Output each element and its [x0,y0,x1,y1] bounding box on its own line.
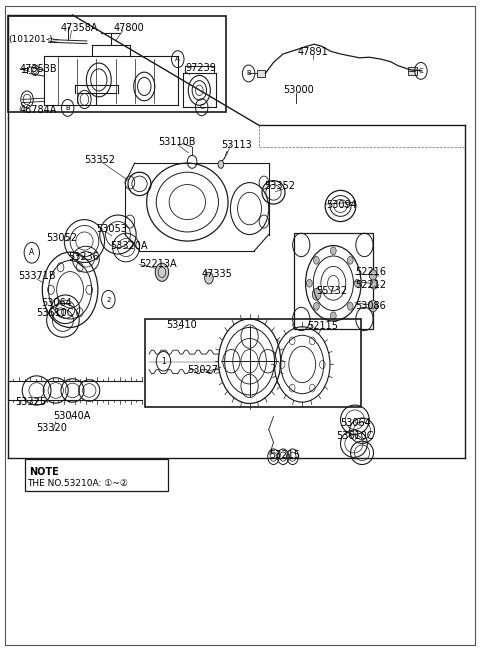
Text: THE NO.53210A: ①~②: THE NO.53210A: ①~② [27,479,128,488]
Text: 53371B: 53371B [18,271,56,281]
Text: 53027: 53027 [187,365,218,375]
Text: 52213A: 52213A [140,260,177,270]
Text: B: B [246,70,251,76]
Text: C: C [199,104,204,110]
Text: 53000: 53000 [283,85,314,95]
Text: 47891: 47891 [298,47,328,57]
Text: 53113: 53113 [221,140,252,150]
Circle shape [330,312,336,320]
Text: 53215: 53215 [269,450,300,460]
Circle shape [370,279,378,289]
Bar [8,16,226,113]
Text: 53610C: 53610C [336,431,373,441]
Circle shape [218,161,224,169]
Circle shape [369,270,377,280]
Text: 52212: 52212 [355,280,386,290]
Text: 97239: 97239 [185,63,216,74]
Text: 53610C: 53610C [36,308,74,318]
Text: 53064: 53064 [41,298,72,309]
Circle shape [348,256,353,264]
Circle shape [312,288,321,300]
Text: 53325: 53325 [15,397,46,407]
Text: 53064: 53064 [340,418,371,428]
Text: A: A [175,56,180,62]
Text: 53052: 53052 [46,234,77,243]
Text: 47800: 47800 [113,23,144,33]
Text: 46784A: 46784A [20,105,57,115]
Text: 47335: 47335 [202,268,233,279]
Bar [257,70,265,77]
Text: 53320A: 53320A [110,242,147,251]
Text: (101201-): (101201-) [8,35,52,44]
Circle shape [330,247,336,255]
Circle shape [348,302,353,310]
Text: 47353B: 47353B [20,64,58,74]
Circle shape [313,256,319,264]
Text: 53352: 53352 [84,155,116,165]
Text: 53320: 53320 [36,423,68,433]
Text: 47358A: 47358A [60,23,98,33]
Text: 53086: 53086 [355,301,385,311]
Text: C: C [419,68,423,74]
Circle shape [354,279,360,287]
Circle shape [313,302,319,310]
Bar [145,319,360,407]
Text: A: A [29,248,35,257]
Text: 53410: 53410 [166,320,197,331]
Text: 53040A: 53040A [53,411,91,421]
Text: 55732: 55732 [317,286,348,296]
Text: 1: 1 [161,357,166,366]
Bar [408,67,417,75]
Text: 53094: 53094 [326,200,357,210]
Circle shape [307,279,312,287]
Text: NOTE: NOTE [29,467,59,477]
Circle shape [369,300,377,312]
Bar [294,233,372,329]
Text: 53236: 53236 [68,252,98,262]
Text: 53352: 53352 [264,182,295,191]
Text: 52216: 52216 [355,266,386,277]
Text: 53053: 53053 [96,225,127,234]
Text: 52115: 52115 [307,321,338,331]
Circle shape [204,272,213,284]
Text: 2: 2 [106,296,110,303]
Circle shape [156,263,168,281]
Text: B: B [65,105,70,111]
Text: 53110B: 53110B [158,137,196,147]
Bar [24,460,168,490]
